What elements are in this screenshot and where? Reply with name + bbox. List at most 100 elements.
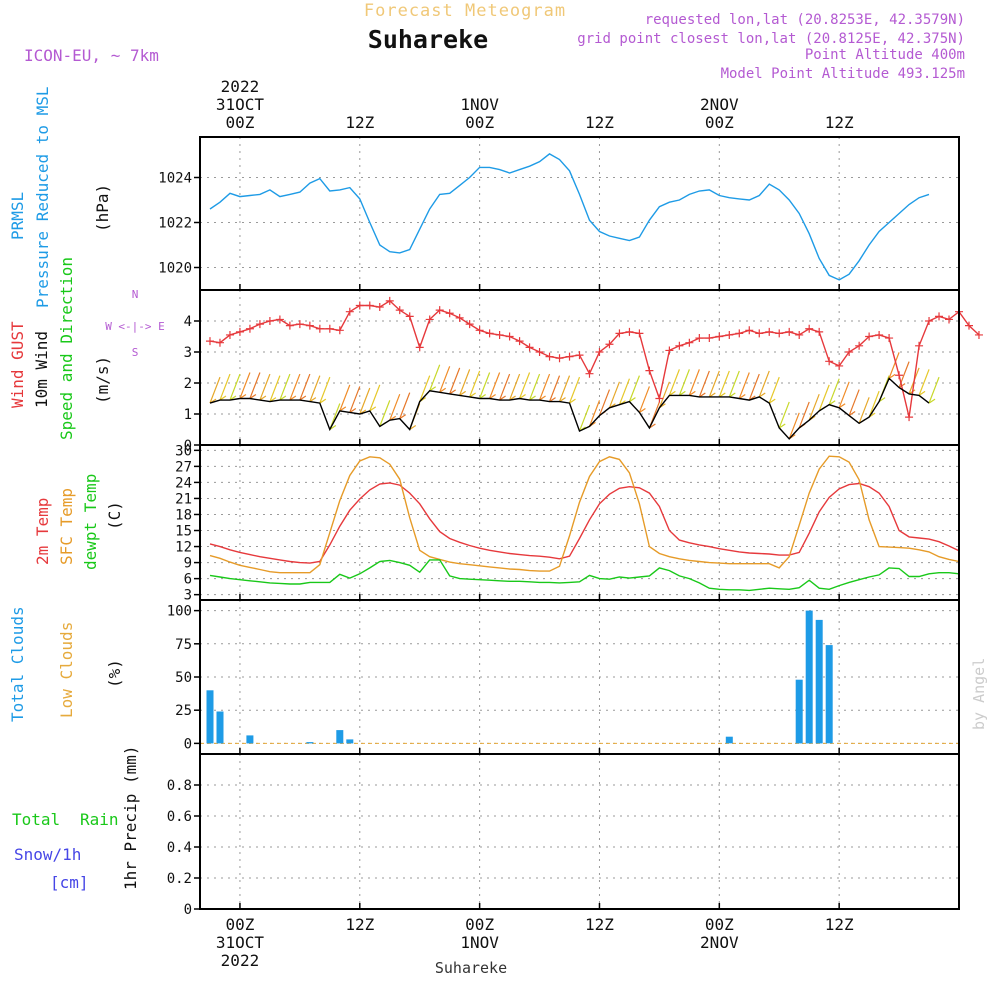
footer-station: Suhareke (435, 959, 507, 977)
gust-marker (695, 334, 704, 343)
wind-barb (588, 400, 601, 427)
gust-marker (665, 346, 674, 355)
wind-barb-head (289, 395, 297, 401)
wind-barb-head (309, 397, 317, 403)
gust-marker (255, 320, 264, 329)
top-time-label: 12Z (825, 113, 854, 132)
gust-marker (535, 348, 544, 356)
wind-barb (888, 352, 900, 379)
wind-barb-head (848, 411, 856, 417)
bottom-time-label: 12Z (585, 915, 614, 934)
wind-panel-labels: Wind GUST 10m Wind Speed and Direction (… (8, 257, 165, 440)
top-time-label: 1NOV (460, 95, 499, 114)
gust-marker (505, 332, 514, 341)
wind-barb (519, 372, 531, 399)
snow-label: Snow/1h (14, 845, 81, 864)
cloud-bar (306, 742, 314, 744)
y-tick-label: 0.8 (167, 778, 192, 794)
cloud-bar (216, 711, 224, 744)
gust-marker (765, 327, 774, 336)
wind-barb-head (728, 392, 736, 398)
gust-marker (375, 303, 384, 312)
wind-barb-head (689, 390, 696, 396)
wind-barb (538, 373, 551, 401)
gust-marker (964, 321, 973, 330)
pressure-panel: 1020 1022 1024 (158, 137, 959, 290)
wind-barb (798, 401, 810, 429)
bottom-time-label: 12Z (345, 915, 374, 934)
y-tick-label: 1022 (158, 216, 192, 232)
gust-marker (825, 357, 834, 366)
wind-barb (419, 375, 431, 402)
wind-units: (m/s) (93, 356, 112, 404)
gust-marker (305, 321, 314, 330)
temp-2m-line (209, 482, 960, 564)
gust-marker (285, 321, 294, 330)
wind-barb-head (469, 392, 476, 398)
prmsl-line (209, 153, 930, 281)
gust-marker (575, 351, 584, 360)
gust-marker (465, 320, 474, 329)
gust-marker (365, 301, 374, 310)
wind-barb-head (629, 397, 636, 403)
compass-ew: W <-|-> E (105, 320, 165, 333)
wind-barb (389, 393, 401, 421)
gust-marker (515, 337, 524, 346)
wind-barb (459, 369, 471, 396)
y-tick-label: 2 (184, 376, 192, 392)
gust-marker (295, 320, 304, 329)
gust-marker (745, 326, 754, 335)
y-tick-label: 0 (184, 902, 192, 918)
gust-marker (565, 352, 574, 361)
wind-barb (429, 364, 441, 391)
precip-panel: 0 0.2 0.4 0.6 0.8 (167, 754, 959, 918)
gust-marker (905, 413, 914, 422)
wind-10m-line (209, 377, 930, 440)
wind-barb (379, 400, 391, 427)
wind-barb (279, 373, 291, 401)
gust-marker (635, 329, 644, 338)
wind-barb-head (449, 389, 457, 395)
y-tick-label: 1024 (158, 171, 192, 187)
model-name: ICON-EU, ~ 7km (24, 46, 159, 65)
wind-barb (349, 386, 361, 413)
y-tick-label: 0.4 (167, 840, 192, 856)
wind-barb (299, 373, 311, 401)
wind-barb-head (559, 397, 566, 403)
wind-10m-label: 10m Wind (32, 331, 51, 408)
rain-label: Rain (80, 810, 119, 829)
cloud-bar (725, 736, 733, 744)
wind-barb (269, 375, 281, 402)
wind-barb (399, 392, 411, 419)
panels: 1020102210240123436912151821242730025507… (158, 136, 983, 918)
gust-marker (595, 348, 604, 356)
gust-marker (405, 312, 414, 321)
wind-barb (698, 370, 710, 398)
y-tick-label: 24 (175, 475, 192, 491)
gust-marker (925, 317, 934, 325)
compass-s: S (132, 346, 139, 359)
wind-barb (718, 370, 730, 398)
y-tick-label: 3 (184, 588, 192, 604)
wind-barb-head (918, 390, 926, 396)
bottom-time-label: 00Z (705, 915, 734, 934)
gust-marker (355, 301, 364, 310)
point-altitude: Point Altitude 400m (805, 47, 965, 63)
y-tick-label: 0.6 (167, 809, 192, 825)
wind-barb-head (439, 387, 447, 393)
requested-coords: requested lon,lat (20.8253E, 42.3579N) (645, 12, 965, 28)
wind-barb (499, 373, 511, 401)
top-time-label: 2NOV (700, 95, 739, 114)
top-time-label: 12Z (585, 113, 614, 132)
wind-barb-head (399, 414, 407, 420)
y-tick-label: 15 (175, 524, 192, 540)
gust-marker (445, 309, 454, 318)
gust-marker (675, 341, 684, 350)
y-tick-label: 3 (184, 345, 192, 361)
wind-barb (558, 375, 571, 402)
precip-panel-labels: Total Rain Snow/1h [cm] 1hr Precip (mm) (12, 746, 140, 893)
credit-watermark: by Angel (970, 658, 988, 730)
bottom-time-label: 00Z (225, 915, 254, 934)
wind-barb (638, 386, 650, 413)
wind-barb (369, 384, 381, 412)
